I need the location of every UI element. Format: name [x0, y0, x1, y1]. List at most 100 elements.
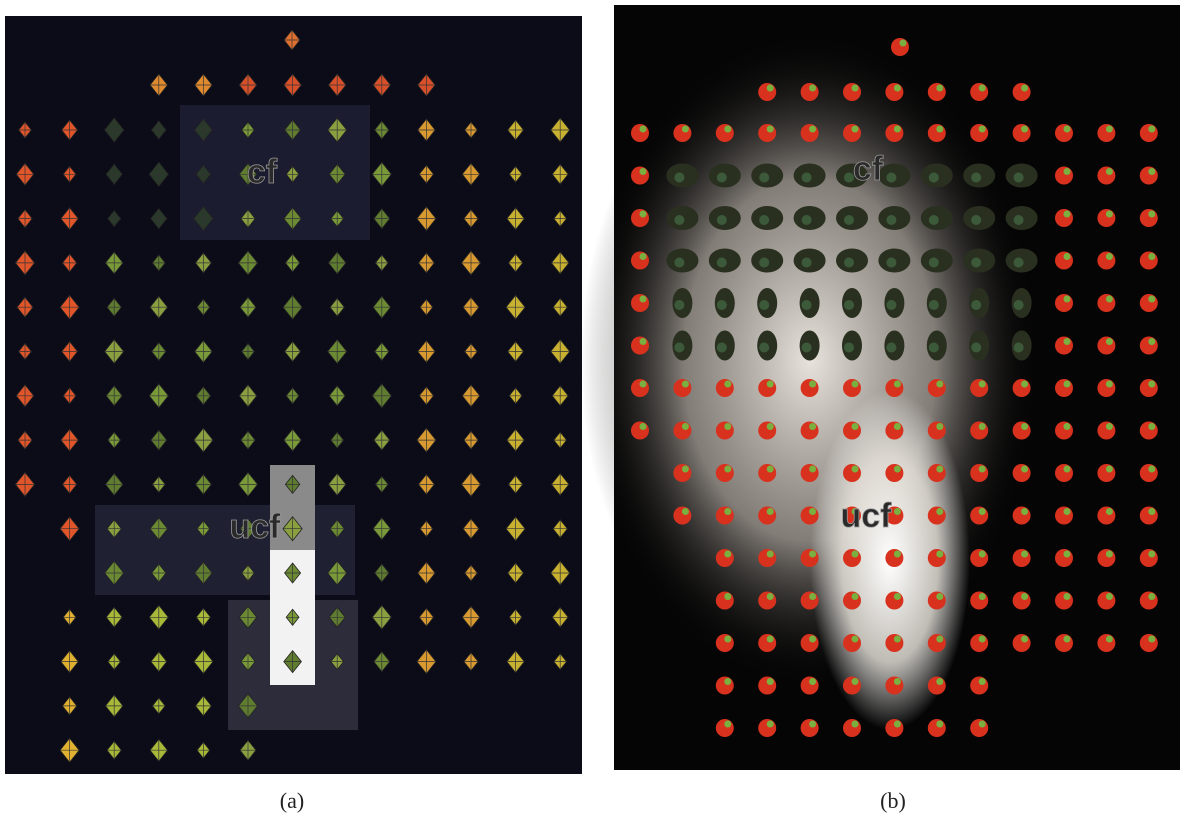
glyph-shape: [640, 211, 647, 218]
glyph: [1013, 634, 1031, 652]
panel-a: cf ucf: [5, 16, 582, 774]
glyph: [794, 164, 826, 188]
panel-b: cf ucf: [580, 5, 1180, 770]
glyph: [885, 677, 903, 695]
glyph-shape: [1140, 337, 1158, 355]
glyph-shape: [1106, 508, 1113, 515]
glyph: [1097, 294, 1115, 312]
glyph-shape: [1021, 551, 1028, 558]
glyph-shape: [1106, 296, 1113, 303]
glyph: [1006, 249, 1038, 273]
glyph-shape: [852, 721, 859, 728]
glyph: [1097, 124, 1115, 142]
glyph: [1140, 379, 1158, 397]
glyph-shape: [852, 381, 859, 388]
glyph-shape: [1064, 253, 1071, 260]
glyph-shape: [970, 677, 988, 695]
glyph-shape: [1055, 337, 1073, 355]
glyph-shape: [936, 466, 943, 473]
glyph-shape: [1013, 549, 1031, 567]
glyph-shape: [640, 381, 647, 388]
glyph: [1097, 252, 1115, 270]
glyph-shape: [886, 215, 896, 225]
glyph: [878, 249, 910, 273]
glyph-shape: [716, 592, 734, 610]
glyph-shape: [894, 85, 901, 92]
glyph: [673, 464, 691, 482]
glyph-shape: [759, 343, 769, 353]
glyph: [969, 331, 989, 361]
glyph: [843, 422, 861, 440]
glyph-shape: [1055, 124, 1073, 142]
glyph-shape: [1021, 466, 1028, 473]
glyph-shape: [1021, 381, 1028, 388]
glyph-shape: [970, 379, 988, 397]
glyph-shape: [970, 124, 988, 142]
glyph: [1055, 294, 1073, 312]
glyph-shape: [885, 379, 903, 397]
glyph: [716, 464, 734, 482]
glyph-shape: [673, 507, 691, 525]
glyph-shape: [1055, 379, 1073, 397]
glyph-shape: [1140, 549, 1158, 567]
glyph-shape: [1106, 168, 1113, 175]
glyph: [885, 83, 903, 101]
glyph: [836, 206, 868, 230]
glyph: [927, 331, 947, 361]
glyph: [970, 124, 988, 142]
glyph: [800, 331, 820, 361]
glyph-shape: [936, 85, 943, 92]
glyph-shape: [1106, 211, 1113, 218]
glyph-shape: [801, 507, 819, 525]
glyph-shape: [843, 719, 861, 737]
glyph-shape: [682, 508, 689, 515]
glyph-shape: [758, 549, 776, 567]
glyph-shape: [1064, 551, 1071, 558]
glyph: [885, 464, 903, 482]
glyph: [1012, 288, 1032, 318]
glyph-shape: [631, 337, 649, 355]
glyph: [673, 422, 691, 440]
glyph-shape: [1140, 294, 1158, 312]
glyph: [794, 249, 826, 273]
glyph: [715, 331, 735, 361]
glyph-shape: [1106, 636, 1113, 643]
glyph-shape: [716, 379, 734, 397]
glyph-shape: [936, 423, 943, 430]
glyph-shape: [724, 593, 731, 600]
glyph: [878, 206, 910, 230]
glyph-shape: [886, 258, 896, 268]
glyph-shape: [928, 379, 946, 397]
highlight-region: [95, 505, 355, 595]
glyph-shape: [886, 173, 896, 183]
glyph: [1055, 464, 1073, 482]
glyph-shape: [724, 466, 731, 473]
glyph-shape: [1097, 209, 1115, 227]
glyph-shape: [809, 126, 816, 133]
glyph-shape: [1097, 124, 1115, 142]
glyph-shape: [852, 423, 859, 430]
glyph-shape: [767, 85, 774, 92]
glyph-shape: [1055, 549, 1073, 567]
glyph: [1140, 634, 1158, 652]
glyph-shape: [767, 508, 774, 515]
glyph-shape: [971, 258, 981, 268]
glyph-shape: [843, 549, 861, 567]
glyph: [1055, 634, 1073, 652]
glyph-shape: [758, 634, 776, 652]
glyph-shape: [674, 173, 684, 183]
glyph-shape: [843, 379, 861, 397]
glyph-shape: [767, 721, 774, 728]
glyph-shape: [979, 423, 986, 430]
glyph-shape: [885, 83, 903, 101]
glyph-shape: [1148, 126, 1155, 133]
glyph-shape: [801, 83, 819, 101]
glyph-shape: [1148, 508, 1155, 515]
glyph-shape: [767, 466, 774, 473]
glyph-shape: [673, 422, 691, 440]
glyph-shape: [767, 636, 774, 643]
glyph: [1097, 209, 1115, 227]
glyph-shape: [979, 466, 986, 473]
glyph-shape: [936, 126, 943, 133]
glyph-shape: [970, 719, 988, 737]
